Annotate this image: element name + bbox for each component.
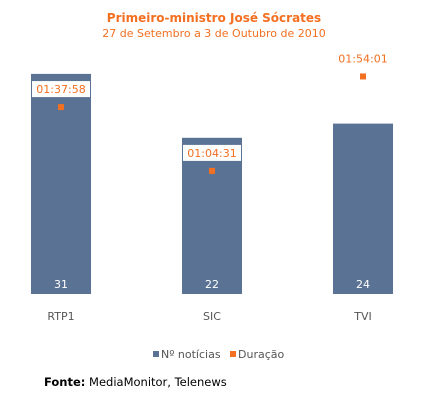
source-text: MediaMonitor, Telenews [89, 375, 227, 389]
source-note: Fonte: MediaMonitor, Telenews [44, 375, 227, 389]
duration-label-tvi: 01:54:01 [338, 52, 387, 65]
duration-label-rtp1: 01:37:58 [36, 83, 85, 96]
bar-rtp1 [31, 73, 91, 295]
legend-swatch-noticias [153, 351, 159, 357]
category-label-rtp1: RTP1 [47, 310, 74, 323]
legend-swatch-duracao [230, 351, 236, 357]
duration-label-bg-tvi [334, 50, 392, 67]
legend: Nº notícias Duração [153, 348, 284, 361]
chart-subtitle: 27 de Setembro a 3 de Outubro de 2010 [102, 27, 325, 40]
duration-label-bg-rtp1 [32, 81, 90, 98]
bar-value-rtp1: 31 [54, 278, 68, 291]
duration-marker-rtp1 [58, 104, 64, 111]
bar-value-sic: 22 [205, 278, 219, 291]
bar-sic [182, 137, 242, 294]
bar-tvi [333, 123, 393, 294]
duration-label-sic: 01:04:31 [187, 147, 236, 160]
category-label-sic: SIC [203, 310, 221, 323]
duration-marker-tvi [360, 73, 366, 80]
duration-label-bg-sic [183, 144, 241, 161]
bar-value-tvi: 24 [356, 278, 370, 291]
chart-title: Primeiro-ministro José Sócrates [107, 11, 321, 25]
duration-marker-sic [209, 167, 215, 174]
category-label-tvi: TVI [353, 310, 372, 323]
legend-label-duracao: Duração [238, 348, 284, 361]
legend-label-noticias: Nº notícias [161, 348, 221, 361]
plot-area: 31 RTP1 01:37:58 22 SIC 01:04:31 24 TVI 01:54:01 [31, 50, 393, 323]
source-label: Fonte: [44, 375, 86, 389]
